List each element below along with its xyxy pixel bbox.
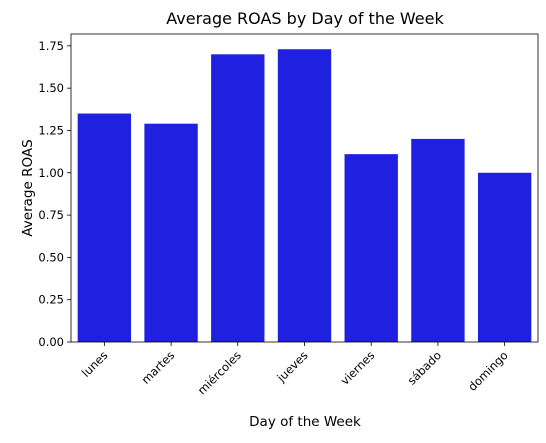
y-axis-label: Average ROAS (20, 139, 36, 236)
y-tick-label: 0.75 (38, 208, 64, 222)
chart-title: Average ROAS by Day of the Week (166, 9, 444, 28)
x-tick-label-sábado: sábado (405, 348, 444, 387)
y-tick-label: 0.25 (38, 293, 64, 307)
x-tick-label-viernes: viernes (338, 348, 378, 388)
x-tick-label-domingo: domingo (465, 348, 511, 394)
bar-domingo (477, 172, 532, 342)
x-tick-label-miércoles: miércoles (195, 348, 244, 397)
bar-viernes (344, 154, 398, 342)
y-tick-label: 1.50 (38, 81, 64, 95)
x-tick-label-martes: martes (139, 348, 178, 387)
bar-jueves (277, 49, 332, 342)
bar-sábado (411, 138, 465, 342)
y-tick-label: 1.25 (38, 123, 64, 137)
bar-miércoles (211, 54, 265, 343)
axes-frame (70, 33, 539, 343)
bar-lunes (77, 113, 132, 343)
x-axis-label: Day of the Week (249, 414, 361, 430)
y-tick-label: 0.50 (38, 250, 64, 264)
x-tick-label-lunes: lunes (79, 348, 111, 380)
plot-area: 0.00 0.25 0.50 0.75 1.00 1.25 1.50 1.75 lunes mar… (38, 33, 539, 397)
x-tick-label-jueves: jueves (274, 348, 311, 385)
bar-martes (144, 123, 198, 342)
y-tick-label: 0.00 (38, 335, 64, 349)
y-tick-label: 1.00 (38, 166, 64, 180)
y-tick-label: 1.75 (38, 39, 64, 53)
